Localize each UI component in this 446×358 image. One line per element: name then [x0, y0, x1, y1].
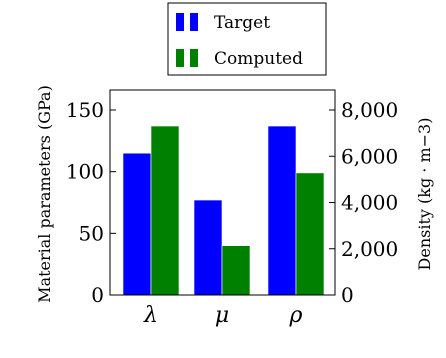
bars: [122, 125, 325, 296]
left-tick-label: 50: [79, 221, 104, 245]
bar-computed-0: [150, 125, 180, 296]
plot-frame: [109, 89, 336, 296]
legend-label-target: Target: [214, 13, 270, 33]
bar-computed-2: [295, 172, 325, 296]
legend-swatch-target: [176, 13, 184, 31]
legend-label-computed: Computed: [214, 49, 303, 69]
category-label: μ: [215, 303, 229, 328]
axis-labels: Material parameters (GPa) Density (kg · …: [35, 85, 434, 303]
right-axis-label: Density (kg · m−3): [415, 118, 434, 271]
left-tick-label: 100: [66, 160, 104, 184]
legend: Target Computed: [167, 2, 327, 76]
legend-swatch-target: [190, 13, 198, 31]
right-tick-label: 4,000: [341, 191, 398, 215]
category-label: ρ: [289, 303, 303, 328]
left-tick-label: 0: [91, 283, 104, 307]
category-label: λ: [143, 303, 158, 328]
ticks: 0 50 100 150 0 2,000 4,000 6,000 8,000 λ μ ρ: [66, 98, 398, 328]
right-tick-label: 6,000: [341, 144, 398, 168]
bar-computed-1: [221, 245, 251, 296]
axes: [109, 89, 336, 296]
right-tick-label: 2,000: [341, 237, 398, 261]
left-tick-label: 150: [66, 98, 104, 122]
left-axis-label: Material parameters (GPa): [35, 85, 54, 303]
right-tick-label: 8,000: [341, 98, 398, 122]
bar-target-1: [193, 199, 223, 296]
bar-target-2: [267, 125, 297, 296]
right-tick-label: 0: [341, 283, 354, 307]
legend-swatch-computed: [190, 49, 198, 67]
legend-swatch-computed: [176, 49, 184, 67]
bar-target-0: [122, 152, 152, 296]
